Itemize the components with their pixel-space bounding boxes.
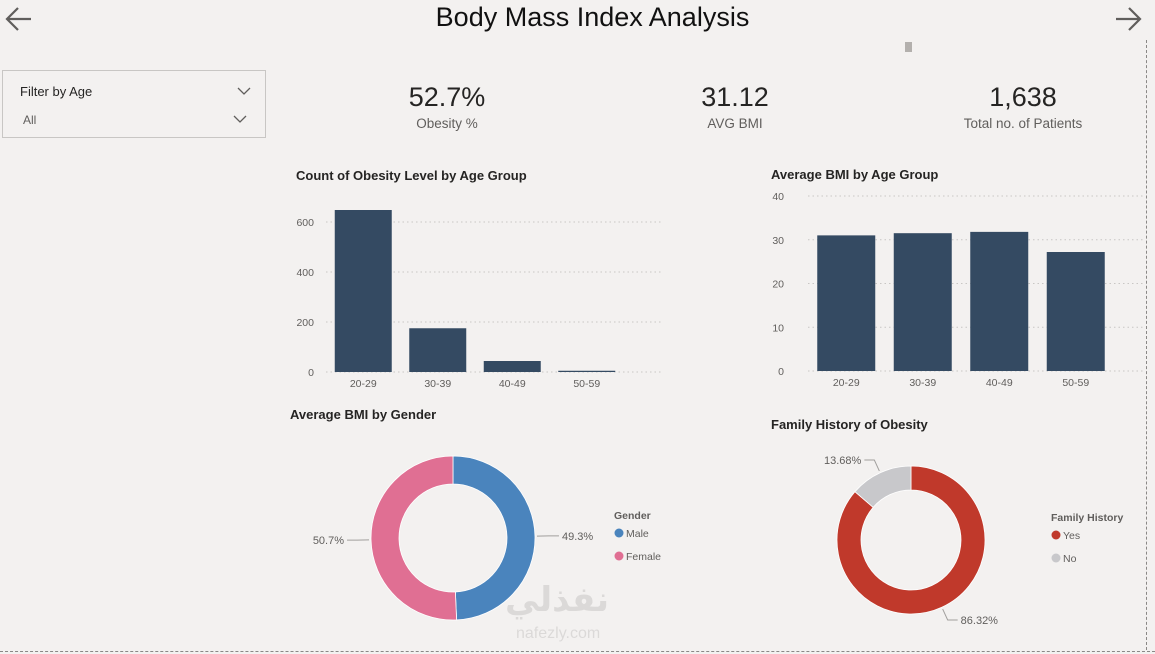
bar-40-49: [483, 361, 541, 372]
kpi-caption: AVG BMI: [707, 116, 763, 131]
y-tick-label: 200: [296, 317, 314, 329]
bar-40-49: [970, 231, 1029, 371]
chart-title-bmi-gender: Average BMI by Gender: [290, 407, 437, 422]
bar-30-39: [409, 328, 467, 372]
filter-label: Filter by Age: [20, 84, 93, 99]
chart-title-family-history: Family History of Obesity: [771, 417, 928, 432]
page-border-bottom: [0, 651, 1155, 652]
legend-marker: [614, 528, 624, 538]
legend-marker: [614, 551, 624, 561]
filter-value[interactable]: All: [23, 113, 37, 127]
y-tick-label: 10: [772, 322, 784, 334]
x-tick-label: 20-29: [833, 377, 860, 389]
data-label: 49.3%: [562, 531, 593, 543]
bar-20-29: [334, 210, 392, 372]
bar-30-39: [893, 233, 952, 371]
y-tick-label: 600: [296, 217, 314, 229]
data-label: 13.68%: [824, 455, 862, 467]
chart-title-obesity-count: Count of Obesity Level by Age Group: [296, 168, 527, 183]
chart-title-bmi-age: Average BMI by Age Group: [771, 167, 939, 182]
y-tick-label: 40: [772, 191, 784, 203]
legend-item: Female: [626, 551, 661, 563]
data-label: 86.32%: [961, 615, 999, 627]
kpi-value: 1,638: [989, 82, 1057, 112]
slice-no: [854, 465, 912, 508]
kpi-obesity-percent: 52.7% Obesity %: [337, 80, 557, 131]
x-tick-label: 40-49: [986, 377, 1013, 389]
legend-item: Male: [626, 528, 649, 540]
y-tick-label: 400: [296, 267, 314, 279]
y-tick-label: 0: [308, 367, 314, 379]
legend-title: Gender: [614, 510, 651, 522]
x-tick-label: 50-59: [573, 378, 600, 390]
arrow-right-icon[interactable]: [1113, 4, 1143, 34]
leader-line: [864, 459, 880, 472]
y-tick-label: 20: [772, 279, 784, 291]
slice-yes: [836, 465, 986, 615]
watermark-arabic: نفذلي: [505, 581, 610, 619]
y-tick-label: 0: [778, 366, 784, 378]
x-tick-label: 30-39: [424, 378, 451, 390]
age-filter-slicer[interactable]: Filter by Age All: [2, 70, 266, 138]
kpi-caption: Total no. of Patients: [963, 116, 1083, 131]
legend-item: Yes: [1063, 530, 1080, 542]
data-label: 50.7%: [313, 535, 344, 547]
x-tick-label: 50-59: [1062, 377, 1089, 389]
legend-item: No: [1063, 553, 1077, 565]
slice-female: [370, 455, 458, 621]
chevron-down-icon[interactable]: [237, 86, 251, 96]
arrow-left-icon[interactable]: [4, 4, 34, 34]
chevron-down-icon[interactable]: [233, 114, 247, 124]
bar-20-29: [817, 235, 876, 371]
kpi-avg-bmi: 31.12 AVG BMI: [625, 80, 845, 131]
x-tick-label: 20-29: [350, 378, 377, 390]
kpi-caption: Obesity %: [416, 116, 478, 131]
legend-marker: [1051, 530, 1061, 540]
legend-marker: [1051, 553, 1061, 563]
y-tick-label: 30: [772, 235, 784, 247]
kpi-total-patients: 1,638 Total no. of Patients: [913, 80, 1133, 131]
decorative-mark: [905, 42, 912, 52]
watermark-latin: nafezly.com: [516, 625, 601, 642]
page-border-right: [1146, 40, 1147, 650]
page-title: Body Mass Index Analysis: [435, 2, 750, 32]
leader-line: [942, 608, 958, 621]
bar-50-59: [1046, 252, 1105, 371]
bar-50-59: [558, 370, 616, 372]
kpi-value: 52.7%: [408, 82, 486, 112]
x-tick-label: 30-39: [909, 377, 936, 389]
kpi-value: 31.12: [701, 82, 769, 112]
legend-title: Family History: [1051, 512, 1124, 524]
x-tick-label: 40-49: [499, 378, 526, 390]
